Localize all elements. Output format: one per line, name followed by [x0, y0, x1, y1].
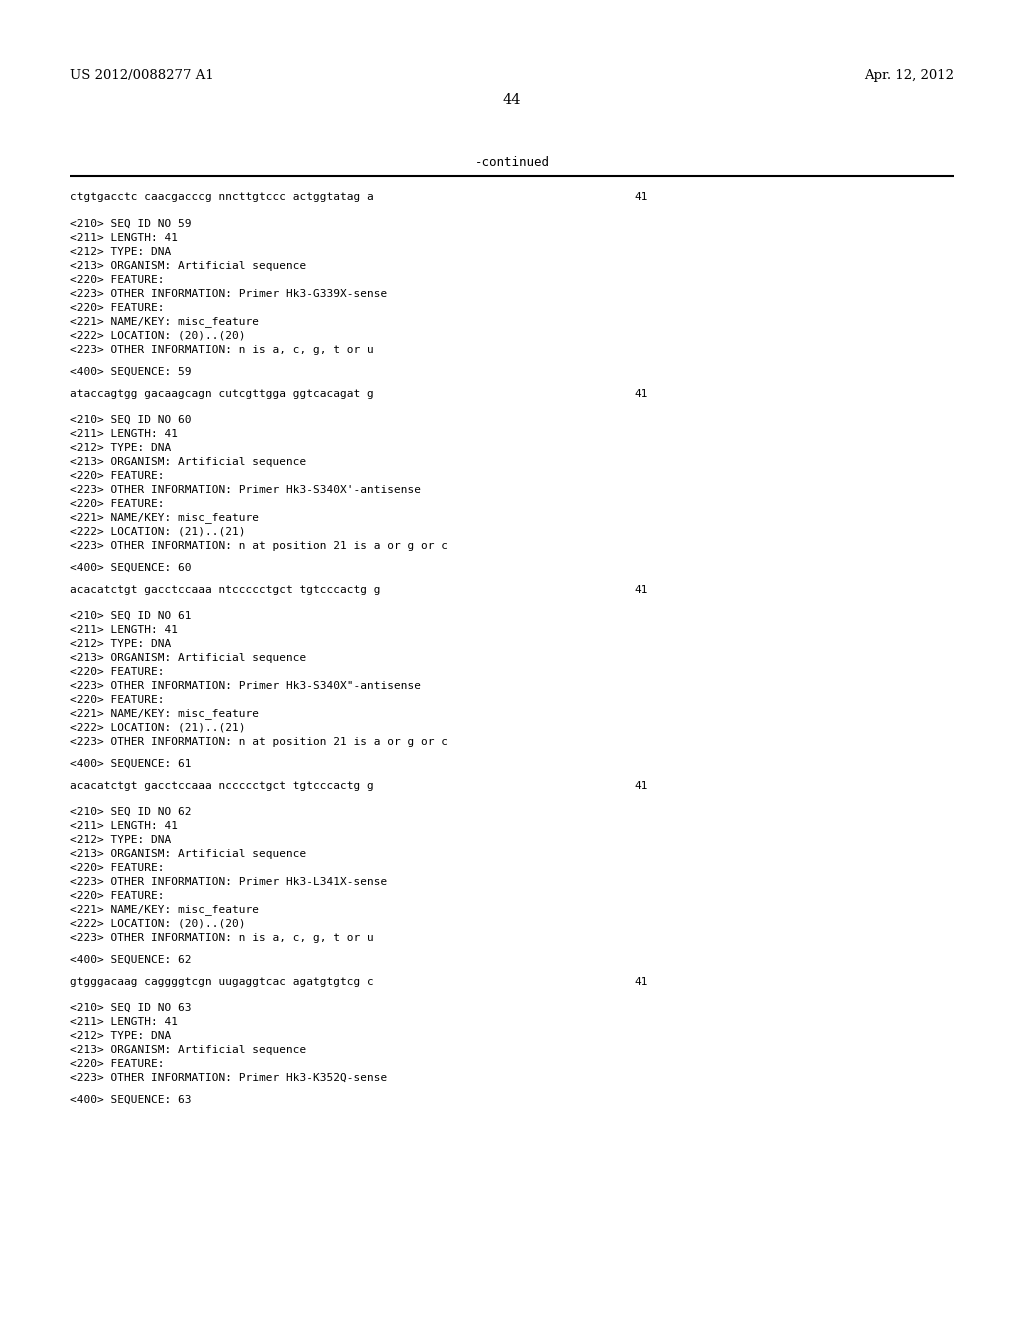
Text: ctgtgacctc caacgacccg nncttgtccc actggtatag a: ctgtgacctc caacgacccg nncttgtccc actggta…: [70, 191, 374, 202]
Text: acacatctgt gacctccaaa ntccccctgct tgtcccactg g: acacatctgt gacctccaaa ntccccctgct tgtccc…: [70, 585, 380, 595]
Text: <223> OTHER INFORMATION: Primer Hk3-G339X-sense: <223> OTHER INFORMATION: Primer Hk3-G339…: [70, 289, 387, 300]
Text: <213> ORGANISM: Artificial sequence: <213> ORGANISM: Artificial sequence: [70, 457, 306, 467]
Text: <212> TYPE: DNA: <212> TYPE: DNA: [70, 836, 171, 845]
Text: <220> FEATURE:: <220> FEATURE:: [70, 696, 164, 705]
Text: <400> SEQUENCE: 60: <400> SEQUENCE: 60: [70, 564, 191, 573]
Text: 41: 41: [635, 977, 648, 987]
Text: 41: 41: [635, 389, 648, 399]
Text: <210> SEQ ID NO 63: <210> SEQ ID NO 63: [70, 1003, 191, 1012]
Text: <220> FEATURE:: <220> FEATURE:: [70, 304, 164, 313]
Text: <400> SEQUENCE: 59: <400> SEQUENCE: 59: [70, 367, 191, 378]
Text: <221> NAME/KEY: misc_feature: <221> NAME/KEY: misc_feature: [70, 709, 259, 719]
Text: <211> LENGTH: 41: <211> LENGTH: 41: [70, 429, 177, 440]
Text: <212> TYPE: DNA: <212> TYPE: DNA: [70, 1031, 171, 1041]
Text: <211> LENGTH: 41: <211> LENGTH: 41: [70, 821, 177, 832]
Text: <210> SEQ ID NO 62: <210> SEQ ID NO 62: [70, 807, 191, 817]
Text: <220> FEATURE:: <220> FEATURE:: [70, 863, 164, 873]
Text: Apr. 12, 2012: Apr. 12, 2012: [864, 69, 954, 82]
Text: <212> TYPE: DNA: <212> TYPE: DNA: [70, 247, 171, 257]
Text: ataccagtgg gacaagcagn cutcgttgga ggtcacagat g: ataccagtgg gacaagcagn cutcgttgga ggtcaca…: [70, 389, 374, 399]
Text: <212> TYPE: DNA: <212> TYPE: DNA: [70, 639, 171, 649]
Text: <211> LENGTH: 41: <211> LENGTH: 41: [70, 624, 177, 635]
Text: <220> FEATURE:: <220> FEATURE:: [70, 275, 164, 285]
Text: 41: 41: [635, 781, 648, 791]
Text: 44: 44: [503, 92, 521, 107]
Text: US 2012/0088277 A1: US 2012/0088277 A1: [70, 69, 213, 82]
Text: <211> LENGTH: 41: <211> LENGTH: 41: [70, 1016, 177, 1027]
Text: <213> ORGANISM: Artificial sequence: <213> ORGANISM: Artificial sequence: [70, 261, 306, 271]
Text: <223> OTHER INFORMATION: n is a, c, g, t or u: <223> OTHER INFORMATION: n is a, c, g, t…: [70, 345, 374, 355]
Text: <213> ORGANISM: Artificial sequence: <213> ORGANISM: Artificial sequence: [70, 653, 306, 663]
Text: <223> OTHER INFORMATION: Primer Hk3-S340X"-antisense: <223> OTHER INFORMATION: Primer Hk3-S340…: [70, 681, 421, 690]
Text: 41: 41: [635, 585, 648, 595]
Text: acacatctgt gacctccaaa nccccctgct tgtcccactg g: acacatctgt gacctccaaa nccccctgct tgtccca…: [70, 781, 374, 791]
Text: <220> FEATURE:: <220> FEATURE:: [70, 891, 164, 902]
Text: <221> NAME/KEY: misc_feature: <221> NAME/KEY: misc_feature: [70, 512, 259, 524]
Text: <223> OTHER INFORMATION: n at position 21 is a or g or c: <223> OTHER INFORMATION: n at position 2…: [70, 541, 447, 550]
Text: <220> FEATURE:: <220> FEATURE:: [70, 1059, 164, 1069]
Text: <220> FEATURE:: <220> FEATURE:: [70, 667, 164, 677]
Text: <210> SEQ ID NO 61: <210> SEQ ID NO 61: [70, 611, 191, 620]
Text: <222> LOCATION: (20)..(20): <222> LOCATION: (20)..(20): [70, 919, 245, 929]
Text: <223> OTHER INFORMATION: Primer Hk3-K352Q-sense: <223> OTHER INFORMATION: Primer Hk3-K352…: [70, 1073, 387, 1082]
Text: <210> SEQ ID NO 60: <210> SEQ ID NO 60: [70, 414, 191, 425]
Text: <213> ORGANISM: Artificial sequence: <213> ORGANISM: Artificial sequence: [70, 849, 306, 859]
Text: <223> OTHER INFORMATION: Primer Hk3-L341X-sense: <223> OTHER INFORMATION: Primer Hk3-L341…: [70, 876, 387, 887]
Text: <400> SEQUENCE: 61: <400> SEQUENCE: 61: [70, 759, 191, 770]
Text: <222> LOCATION: (21)..(21): <222> LOCATION: (21)..(21): [70, 723, 245, 733]
Text: <222> LOCATION: (20)..(20): <222> LOCATION: (20)..(20): [70, 331, 245, 341]
Text: <213> ORGANISM: Artificial sequence: <213> ORGANISM: Artificial sequence: [70, 1045, 306, 1055]
Text: <210> SEQ ID NO 59: <210> SEQ ID NO 59: [70, 219, 191, 228]
Text: gtgggacaag caggggtcgn uugaggtcac agatgtgtcg c: gtgggacaag caggggtcgn uugaggtcac agatgtg…: [70, 977, 374, 987]
Text: <400> SEQUENCE: 63: <400> SEQUENCE: 63: [70, 1096, 191, 1105]
Text: <221> NAME/KEY: misc_feature: <221> NAME/KEY: misc_feature: [70, 904, 259, 916]
Text: <222> LOCATION: (21)..(21): <222> LOCATION: (21)..(21): [70, 527, 245, 537]
Text: <211> LENGTH: 41: <211> LENGTH: 41: [70, 234, 177, 243]
Text: <223> OTHER INFORMATION: n at position 21 is a or g or c: <223> OTHER INFORMATION: n at position 2…: [70, 737, 447, 747]
Text: <223> OTHER INFORMATION: Primer Hk3-S340X'-antisense: <223> OTHER INFORMATION: Primer Hk3-S340…: [70, 484, 421, 495]
Text: <221> NAME/KEY: misc_feature: <221> NAME/KEY: misc_feature: [70, 317, 259, 327]
Text: 41: 41: [635, 191, 648, 202]
Text: <400> SEQUENCE: 62: <400> SEQUENCE: 62: [70, 954, 191, 965]
Text: <220> FEATURE:: <220> FEATURE:: [70, 471, 164, 480]
Text: <220> FEATURE:: <220> FEATURE:: [70, 499, 164, 510]
Text: <223> OTHER INFORMATION: n is a, c, g, t or u: <223> OTHER INFORMATION: n is a, c, g, t…: [70, 933, 374, 942]
Text: <212> TYPE: DNA: <212> TYPE: DNA: [70, 444, 171, 453]
Text: -continued: -continued: [474, 156, 550, 169]
